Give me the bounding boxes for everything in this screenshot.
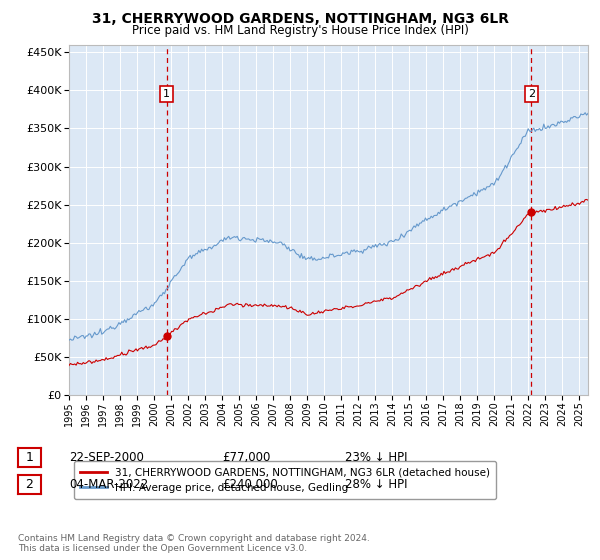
Text: 1: 1 — [25, 451, 34, 464]
Text: Contains HM Land Registry data © Crown copyright and database right 2024.
This d: Contains HM Land Registry data © Crown c… — [18, 534, 370, 553]
Text: 31, CHERRYWOOD GARDENS, NOTTINGHAM, NG3 6LR: 31, CHERRYWOOD GARDENS, NOTTINGHAM, NG3 … — [91, 12, 509, 26]
Text: 22-SEP-2000: 22-SEP-2000 — [69, 451, 144, 464]
Text: 04-MAR-2022: 04-MAR-2022 — [69, 478, 148, 491]
Text: £77,000: £77,000 — [222, 451, 271, 464]
Text: £240,000: £240,000 — [222, 478, 278, 491]
Text: 1: 1 — [163, 89, 170, 99]
Legend: 31, CHERRYWOOD GARDENS, NOTTINGHAM, NG3 6LR (detached house), HPI: Average price: 31, CHERRYWOOD GARDENS, NOTTINGHAM, NG3 … — [74, 461, 496, 500]
Text: 28% ↓ HPI: 28% ↓ HPI — [345, 478, 407, 491]
Text: 2: 2 — [528, 89, 535, 99]
Text: 2: 2 — [25, 478, 34, 491]
Text: 23% ↓ HPI: 23% ↓ HPI — [345, 451, 407, 464]
Text: Price paid vs. HM Land Registry's House Price Index (HPI): Price paid vs. HM Land Registry's House … — [131, 24, 469, 37]
